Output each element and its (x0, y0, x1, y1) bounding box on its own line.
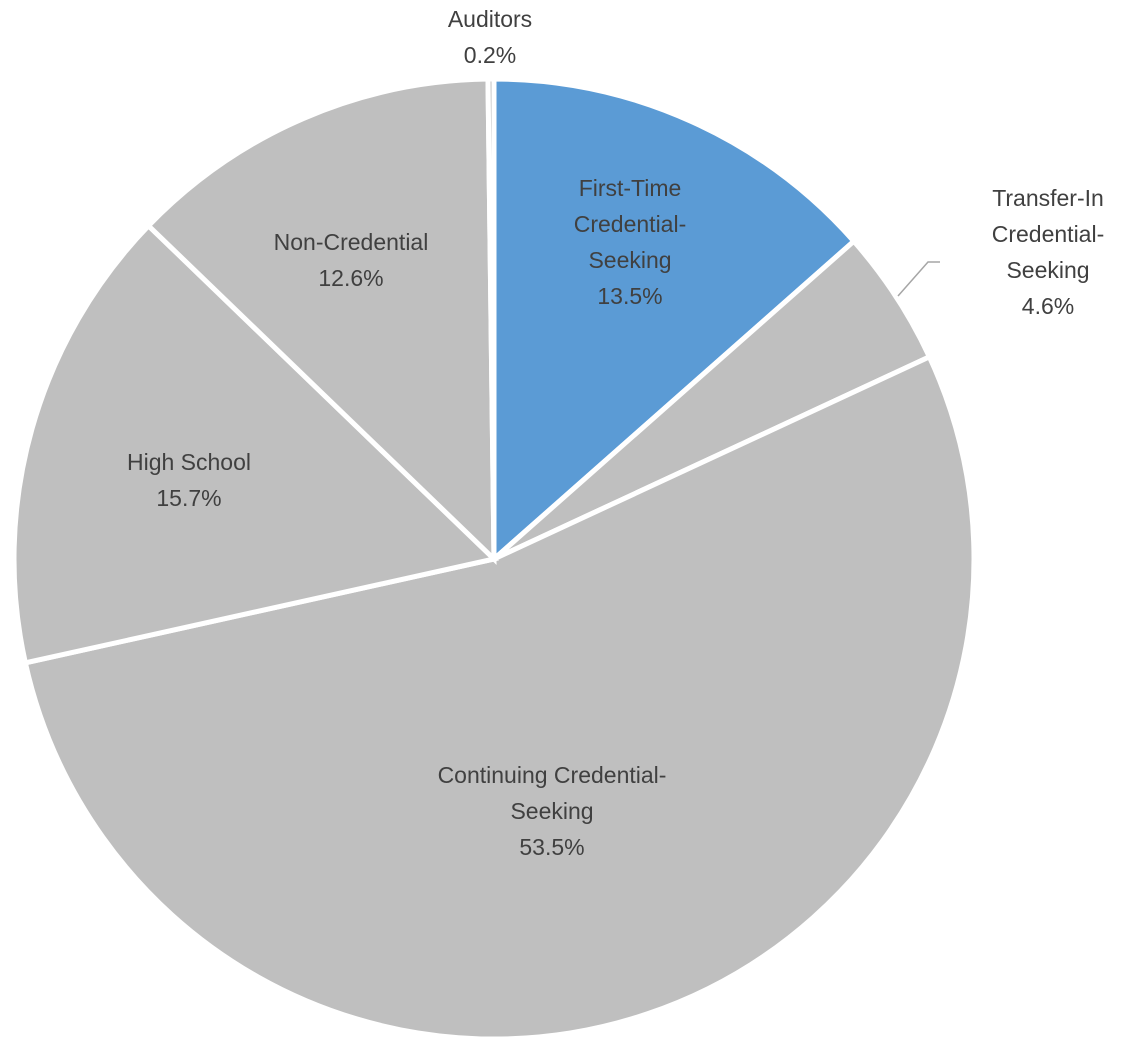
slice-name-label: High School (127, 449, 251, 475)
leader-line-transfer-in-credential-seeking (897, 261, 940, 297)
slice-value-label: 53.5% (519, 834, 584, 860)
slice-label-high-school: High School 15.7% (127, 449, 251, 511)
leader-lines (897, 261, 940, 297)
pie-slice-continuing-credential-seeking (22, 353, 977, 1037)
slice-name-label: First-Time (579, 175, 682, 201)
slice-value-label: 13.5% (597, 283, 662, 309)
pie-slice-first-time-credential-seeking (491, 76, 858, 565)
slice-label-transfer-in-credential-seeking: Transfer-In Credential- Seeking 4.6% (992, 185, 1105, 319)
slice-name-label: Continuing Credential- (438, 762, 667, 788)
slice-name-label: Credential- (574, 211, 687, 237)
slice-name-label: Seeking (510, 798, 593, 824)
slice-value-label: 4.6% (1022, 293, 1074, 319)
slice-labels: First-Time Credential- Seeking 13.5% Transfe… (127, 6, 1104, 860)
slice-value-label: 12.6% (318, 265, 383, 291)
slice-label-non-credential: Non-Credential 12.6% (274, 229, 429, 291)
slice-name-label: Seeking (588, 247, 671, 273)
slice-value-label: 0.2% (464, 42, 516, 68)
slice-name-label: Auditors (448, 6, 532, 32)
pie-slice-auditors (485, 76, 497, 560)
slice-label-first-time-credential-seeking: First-Time Credential- Seeking 13.5% (574, 175, 687, 309)
slice-name-label: Transfer-In (992, 185, 1104, 211)
slice-label-continuing-credential-seeking: Continuing Credential- Seeking 53.5% (438, 762, 667, 860)
pie-slice-high-school (11, 222, 500, 666)
pie-slice-non-credential (144, 76, 497, 565)
slice-value-label: 15.7% (156, 485, 221, 511)
slice-name-label: Seeking (1006, 257, 1089, 283)
slice-name-label: Non-Credential (274, 229, 429, 255)
slice-label-auditors: Auditors 0.2% (448, 6, 532, 68)
pie-slices (11, 76, 977, 1037)
slice-name-label: Credential- (992, 221, 1105, 247)
